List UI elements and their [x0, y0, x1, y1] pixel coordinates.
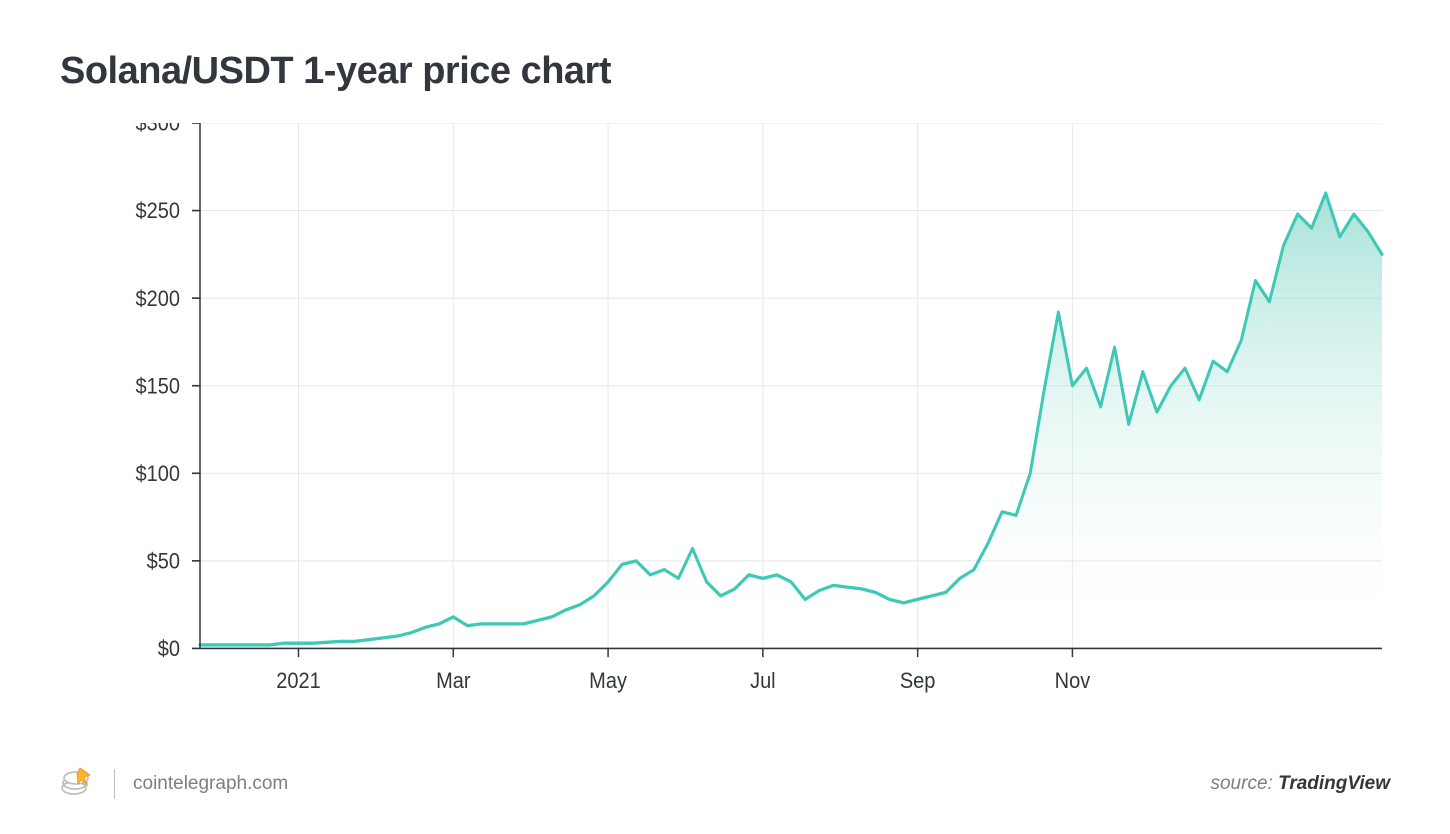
cointelegraph-logo-icon [60, 766, 96, 803]
svg-text:May: May [589, 669, 627, 693]
svg-text:Nov: Nov [1055, 669, 1091, 693]
svg-text:Jul: Jul [750, 669, 776, 693]
svg-text:$250: $250 [136, 199, 180, 223]
svg-text:2021: 2021 [276, 669, 320, 693]
footer-domain: cointelegraph.com [133, 773, 288, 795]
source-label: source: [1210, 773, 1278, 794]
footer-source: source: TradingView [1210, 773, 1390, 795]
svg-text:$150: $150 [136, 375, 180, 399]
source-name: TradingView [1278, 773, 1390, 794]
chart-title: Solana/USDT 1-year price chart [60, 50, 1390, 93]
svg-text:$0: $0 [158, 637, 180, 661]
price-area-chart: $0 $50 $100 $150 $200 $250 $300 2021 Mar May Jul Se… [60, 123, 1390, 736]
chart-footer: cointelegraph.com source: TradingView [60, 764, 1390, 804]
footer-divider [114, 769, 115, 799]
svg-text:$200: $200 [136, 287, 180, 311]
chart-plot-area: $0 $50 $100 $150 $200 $250 $300 2021 Mar May Jul Se… [60, 123, 1390, 736]
footer-left: cointelegraph.com [60, 766, 288, 803]
svg-text:$50: $50 [147, 550, 180, 574]
svg-text:Mar: Mar [436, 669, 470, 693]
svg-text:Sep: Sep [900, 669, 936, 693]
chart-container: Solana/USDT 1-year price chart $0 $50 $100… [0, 0, 1450, 834]
svg-text:$100: $100 [136, 462, 180, 486]
svg-text:$300: $300 [136, 123, 180, 136]
